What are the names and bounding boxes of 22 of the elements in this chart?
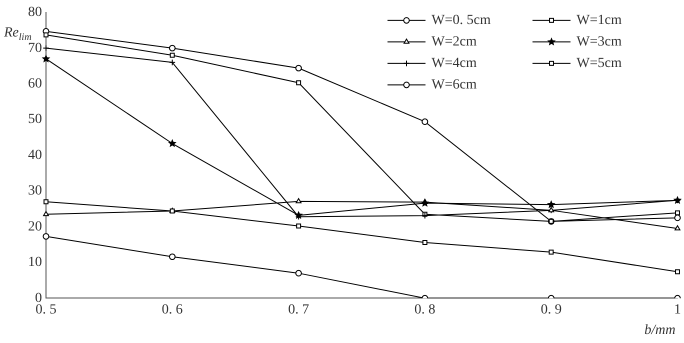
x-tick-label: 0. 6 [162,302,183,318]
legend-label: W=6cm [432,78,477,93]
y-tick-label: 70 [28,40,42,56]
x-tick-label: 0. 7 [288,302,310,318]
x-axis-title: b/mm [644,323,676,338]
x-tick-label: 0. 9 [540,302,562,318]
y-tick-label: 10 [28,255,42,270]
y-tick-label: 30 [28,184,42,199]
legend-label: W=3cm [576,34,622,50]
x-tick-label: 1 [674,302,681,318]
y-tick-label: 50 [28,112,42,128]
legend-label: W=5cm [576,56,622,72]
x-tick-label: 0. 8 [414,302,436,318]
legend-label: W=1cm [576,13,622,28]
legend-label: W=4cm [432,56,477,72]
y-tick-label: 60 [28,76,42,92]
legend-label: W=2cm [432,34,477,50]
y-tick-label: 40 [28,148,42,163]
y-tick-label: 20 [28,219,42,234]
y-tick-label: 80 [28,5,42,20]
legend-label: W=0. 5cm [432,13,491,28]
x-tick-label: 0. 5 [36,302,56,318]
